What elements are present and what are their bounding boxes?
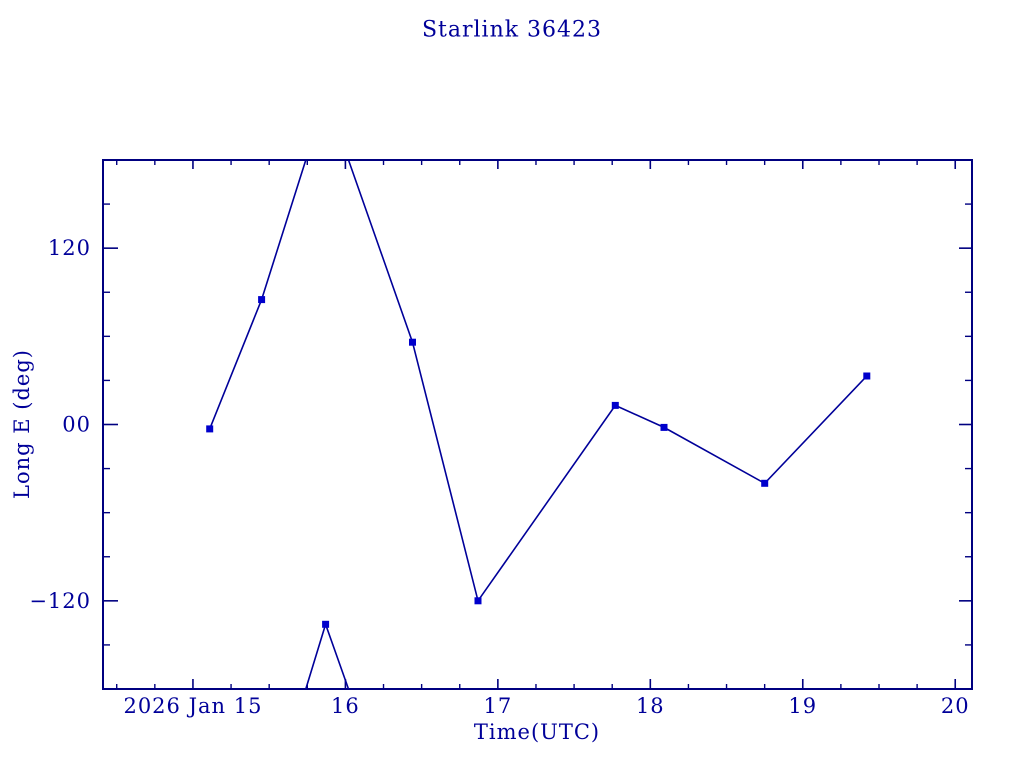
chart-title: Starlink 36423 xyxy=(421,17,603,43)
x-tick-label: 17 xyxy=(483,694,512,718)
data-line-segment xyxy=(347,159,868,603)
data-line-segment xyxy=(208,159,307,430)
data-point-marker xyxy=(660,423,668,431)
axes-frame xyxy=(102,159,973,690)
data-point-marker xyxy=(258,296,266,304)
data-line-segment xyxy=(305,621,350,690)
data-point-marker xyxy=(474,597,482,605)
x-tick-label: 19 xyxy=(788,694,817,718)
data-point-marker xyxy=(611,401,619,409)
x-tick-label: 20 xyxy=(941,694,970,718)
y-tick-label: 00 xyxy=(62,413,91,437)
x-axis-label: Time(UTC) xyxy=(473,720,601,744)
data-point-marker xyxy=(322,620,330,628)
y-axis-label: Long E (deg) xyxy=(10,349,34,499)
x-tick-label: 2026 Jan 15 xyxy=(123,694,262,718)
y-tick-label: −120 xyxy=(29,589,91,613)
data-point-marker xyxy=(863,372,871,380)
y-tick-label: 120 xyxy=(48,236,91,260)
x-tick-label: 16 xyxy=(331,694,360,718)
data-point-marker xyxy=(206,425,214,433)
x-tick-label: 18 xyxy=(636,694,665,718)
data-point-marker xyxy=(761,479,769,487)
data-point-marker xyxy=(409,338,416,346)
